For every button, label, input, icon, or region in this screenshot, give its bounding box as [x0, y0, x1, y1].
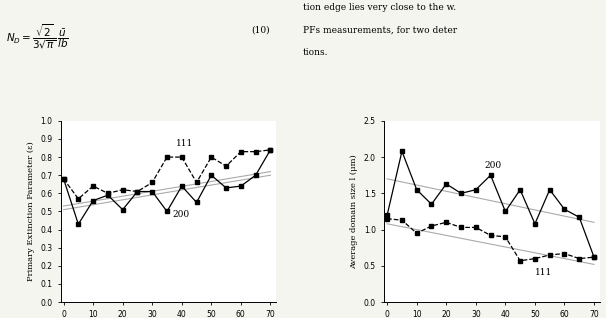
Text: 111: 111	[535, 267, 552, 277]
Text: 200: 200	[485, 161, 502, 170]
Text: (10): (10)	[251, 25, 270, 34]
Text: tions.: tions.	[303, 48, 328, 57]
Y-axis label: Average domain size l (μm): Average domain size l (μm)	[350, 154, 358, 269]
Text: tion edge lies very close to the w.: tion edge lies very close to the w.	[303, 3, 456, 12]
Text: PFs measurements, for two deter: PFs measurements, for two deter	[303, 25, 457, 34]
Text: 111: 111	[176, 139, 193, 148]
Text: 200: 200	[173, 210, 190, 219]
Text: $N_D = \dfrac{\sqrt{2}}{3\sqrt{\pi}}\,\dfrac{\bar{u}}{lb}$: $N_D = \dfrac{\sqrt{2}}{3\sqrt{\pi}}\,\d…	[6, 22, 69, 51]
Y-axis label: Primary Extinction Parameter (ε): Primary Extinction Parameter (ε)	[27, 142, 35, 281]
